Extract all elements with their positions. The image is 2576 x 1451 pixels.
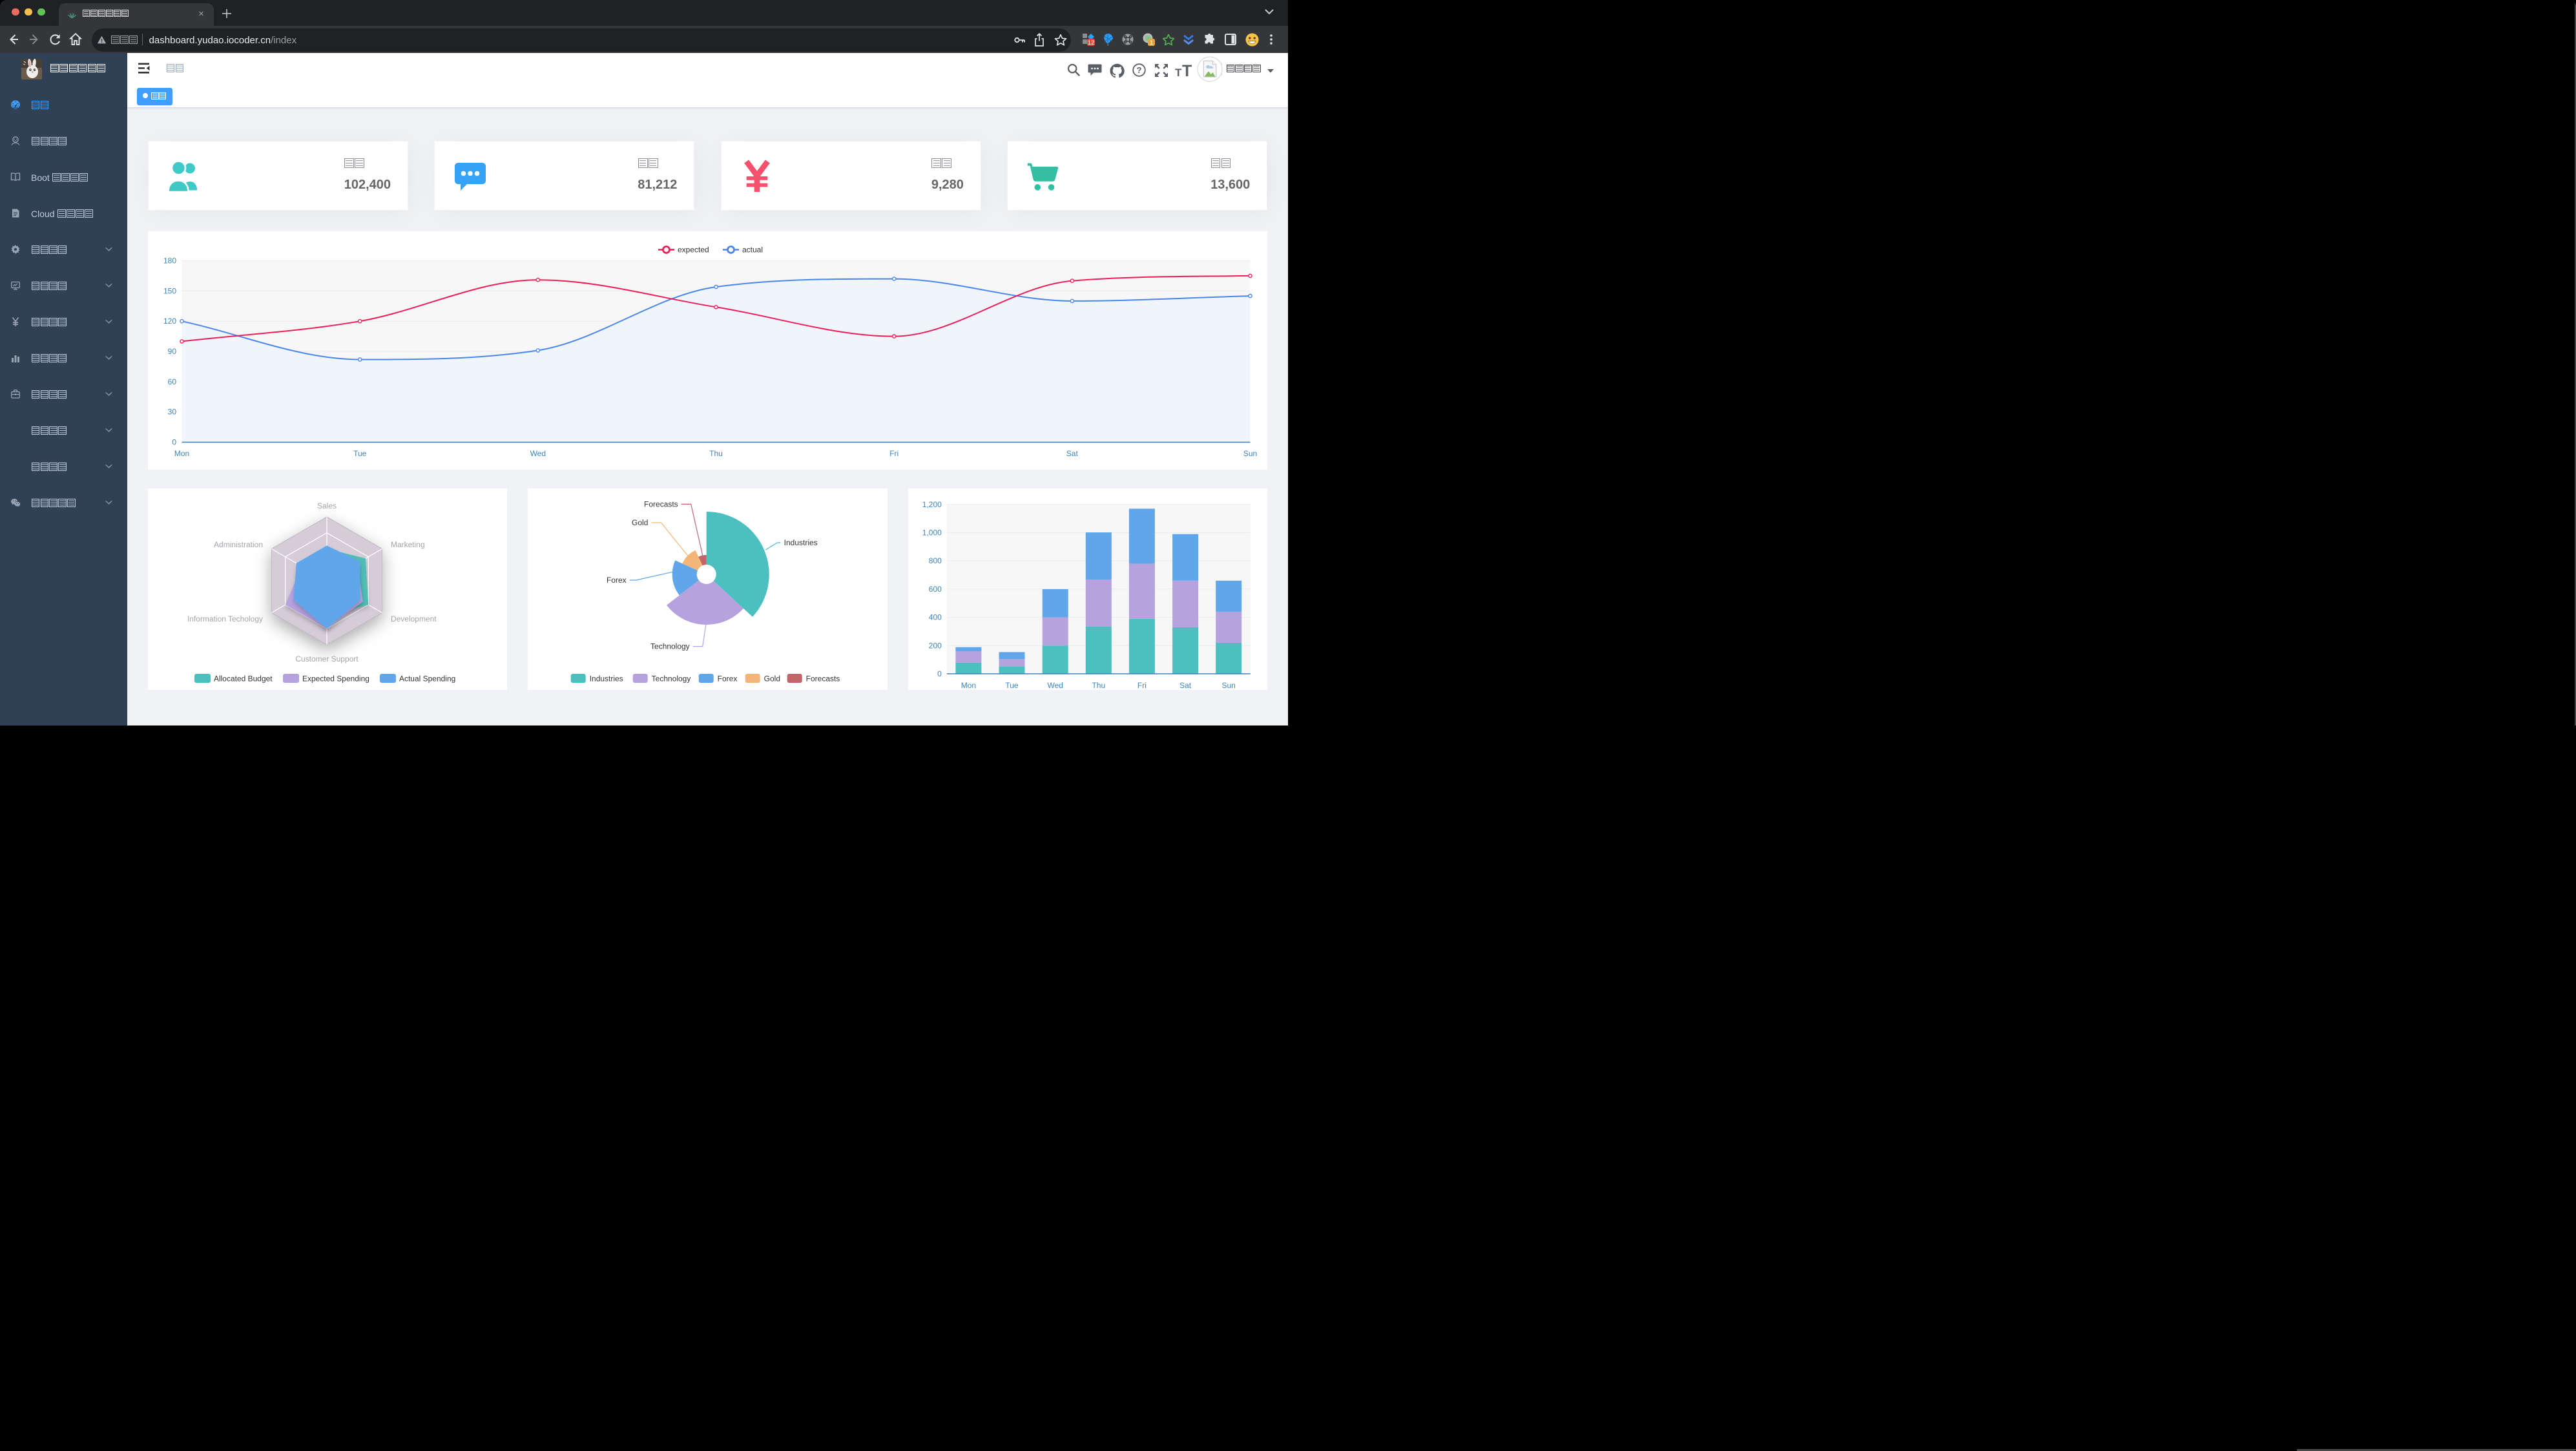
svg-text:Sun: Sun (1243, 449, 1257, 458)
svg-text:Thu: Thu (1092, 681, 1105, 690)
svg-text:Mon: Mon (961, 681, 975, 690)
svg-text:Industries: Industries (784, 538, 818, 547)
svg-text:Mon: Mon (174, 449, 189, 458)
svg-text:Allocated Budget: Allocated Budget (214, 674, 273, 683)
svg-text:Wed: Wed (530, 449, 546, 458)
svg-text:?: ? (1137, 65, 1142, 75)
svg-text:Technology: Technology (650, 642, 690, 651)
svg-text:Sales: Sales (317, 501, 337, 510)
svg-text:Wed: Wed (1047, 681, 1063, 690)
svg-text:1: 1 (1150, 39, 1153, 46)
svg-text:Industries: Industries (590, 674, 623, 683)
svg-text:0: 0 (937, 669, 942, 678)
svg-text:Sat: Sat (1179, 681, 1192, 690)
svg-text:Administration: Administration (214, 540, 263, 549)
svg-text:150: 150 (163, 286, 176, 295)
svg-text:120: 120 (163, 317, 176, 326)
svg-text:actual: actual (742, 245, 763, 255)
svg-text:180: 180 (163, 256, 176, 266)
svg-text:30: 30 (168, 408, 177, 417)
svg-text:Expected Spending: Expected Spending (302, 674, 369, 683)
svg-text:Development: Development (391, 614, 437, 623)
svg-text:Forecasts: Forecasts (644, 499, 678, 508)
svg-text:Sat: Sat (1066, 449, 1079, 458)
svg-text:Gold: Gold (764, 674, 780, 683)
svg-text:Gold: Gold (632, 518, 648, 527)
svg-text:expected: expected (678, 245, 709, 255)
svg-text:Thu: Thu (709, 449, 723, 458)
svg-text:Marketing: Marketing (391, 540, 425, 549)
svg-text:T: T (1175, 67, 1182, 78)
svg-text:Forex: Forex (718, 674, 738, 683)
svg-text:T: T (1182, 63, 1192, 78)
svg-text:0: 0 (172, 438, 176, 447)
svg-text:Tue: Tue (1005, 681, 1019, 690)
svg-text:Forecasts: Forecasts (806, 674, 840, 683)
svg-text:600: 600 (928, 585, 941, 594)
svg-text:Customer Support: Customer Support (295, 654, 358, 663)
svg-text:Actual Spending: Actual Spending (399, 674, 455, 683)
svg-text:800: 800 (928, 556, 941, 565)
svg-text:Fri: Fri (1137, 681, 1147, 690)
svg-text:200: 200 (928, 641, 941, 650)
svg-text:12: 12 (1088, 39, 1095, 46)
svg-text:1,000: 1,000 (922, 528, 941, 538)
svg-text:Sun: Sun (1221, 681, 1235, 690)
svg-text:Tue: Tue (353, 449, 367, 458)
svg-text:Technology: Technology (652, 674, 691, 683)
svg-text:Information Techology: Information Techology (187, 614, 263, 623)
svg-text:90: 90 (168, 347, 177, 356)
svg-text:Fri: Fri (889, 449, 898, 458)
svg-text:60: 60 (168, 377, 177, 386)
svg-text:1,200: 1,200 (922, 500, 941, 509)
svg-text:400: 400 (928, 613, 941, 622)
svg-text:Forex: Forex (607, 576, 627, 585)
